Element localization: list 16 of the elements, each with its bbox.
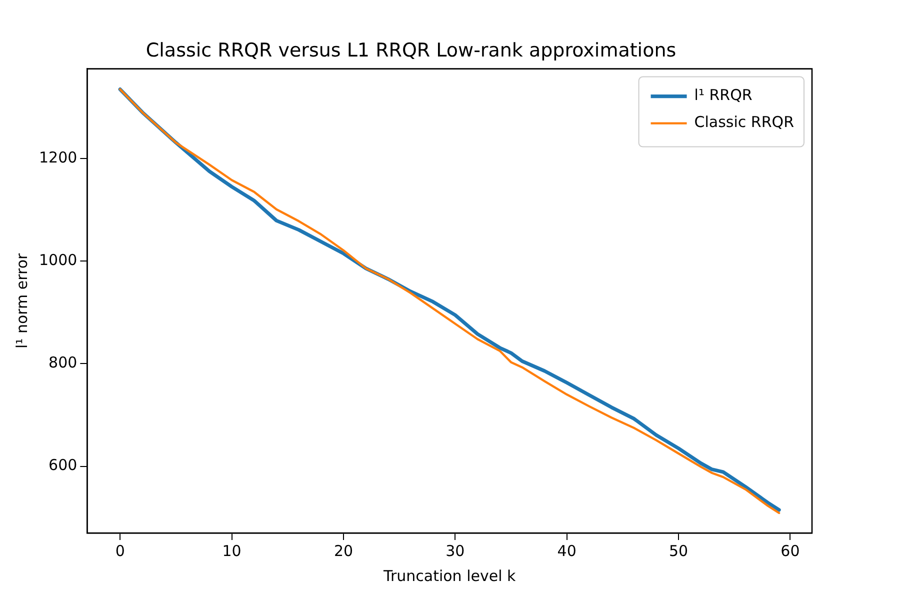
x-tick-label: 20 <box>334 542 354 560</box>
x-tick-label: 50 <box>668 542 688 560</box>
x-tick-label: 30 <box>446 542 465 560</box>
y-tick-label: 800 <box>48 354 78 372</box>
x-tick-label: 10 <box>222 542 242 560</box>
x-tick-label: 0 <box>115 542 125 560</box>
legend-label: l¹ RRQR <box>694 86 752 104</box>
y-axis-title: l¹ norm error <box>12 252 31 349</box>
chart-title: Classic RRQR versus L1 RRQR Low-rank approximations <box>146 39 676 62</box>
legend-label: Classic RRQR <box>694 113 794 132</box>
x-axis-title: Truncation level k <box>382 566 516 585</box>
y-tick-label: 1200 <box>38 148 78 166</box>
y-tick-label: 600 <box>48 456 78 474</box>
x-tick-label: 60 <box>780 542 800 560</box>
y-tick-label: 1000 <box>38 251 78 270</box>
x-tick-label: 40 <box>557 542 576 560</box>
